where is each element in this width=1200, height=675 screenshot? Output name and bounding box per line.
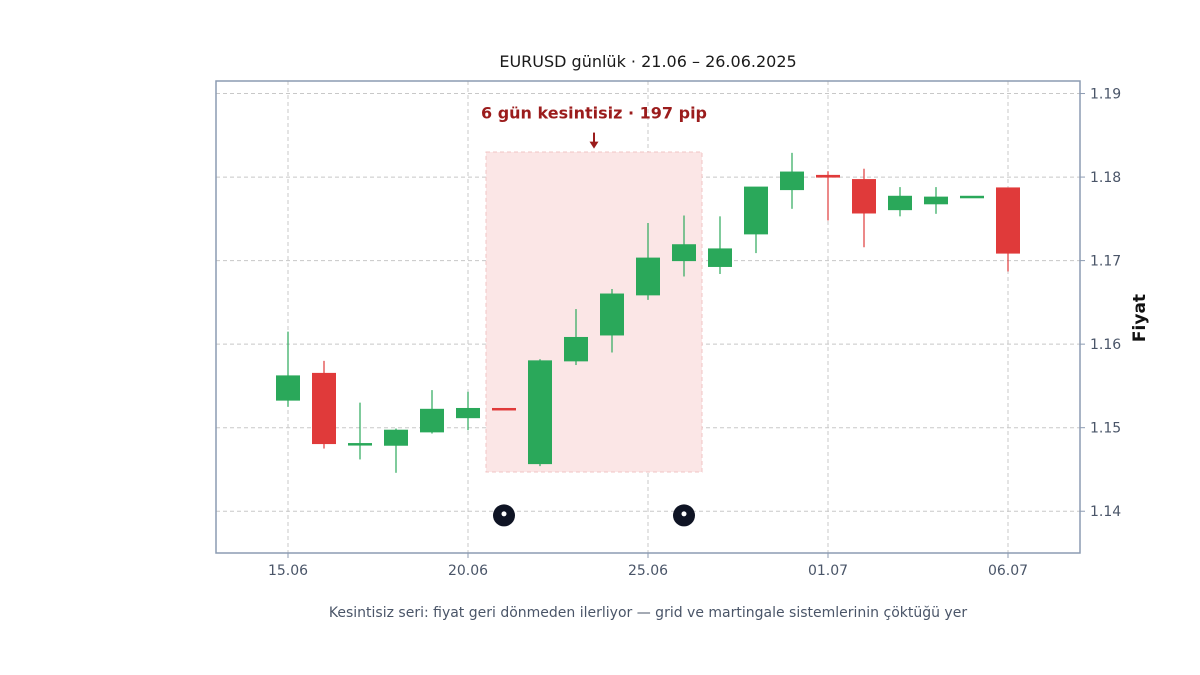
candle-body xyxy=(672,244,696,262)
candle-body xyxy=(312,372,336,445)
y-axis-label: Fiyat xyxy=(1130,294,1150,342)
candle-body xyxy=(420,408,444,433)
x-tick-label: 15.06 xyxy=(268,563,308,579)
annotation-text: 6 gün kesintisiz · 197 pip xyxy=(481,104,707,123)
candle-body xyxy=(744,186,768,235)
streak-highlight-region xyxy=(485,151,703,473)
candle-body xyxy=(888,195,912,211)
candle-body xyxy=(456,407,480,419)
x-tick-label: 06.07 xyxy=(988,563,1028,579)
chart-caption: Kesintisiz seri: fiyat geri dönmeden ile… xyxy=(329,605,967,621)
event-marker-dot xyxy=(681,511,687,517)
candle-body xyxy=(600,293,624,336)
candle-body xyxy=(780,171,804,191)
y-tick-label: 1.19 xyxy=(1090,87,1121,103)
x-tick-label: 01.07 xyxy=(808,563,848,579)
y-tick-label: 1.15 xyxy=(1090,421,1121,437)
candle-body xyxy=(276,375,300,401)
candle-body xyxy=(564,336,588,362)
event-marker-dot xyxy=(501,511,507,517)
candle-body xyxy=(636,257,660,296)
candle-body xyxy=(492,407,516,411)
candle-body xyxy=(924,196,948,205)
candle-body xyxy=(852,179,876,214)
chart-title: EURUSD günlük · 21.06 – 26.06.2025 xyxy=(499,52,796,71)
candle-body xyxy=(708,248,732,267)
candle-body xyxy=(816,174,840,178)
candle-body xyxy=(348,443,372,446)
candle-body xyxy=(384,429,408,446)
annotation-arrow-head xyxy=(589,141,599,149)
y-tick-label: 1.14 xyxy=(1090,504,1121,520)
plot-area: 1.14 1.15 1.16 1.17 1.18 1.19 15.06 20.06 25.06 0… xyxy=(215,80,1121,579)
x-tick-label: 20.06 xyxy=(448,563,488,579)
candle-body xyxy=(960,195,984,199)
y-tick-label: 1.17 xyxy=(1090,254,1121,270)
candle-body xyxy=(528,360,552,465)
y-tick-label: 1.18 xyxy=(1090,170,1121,186)
candle-body xyxy=(996,187,1020,254)
y-tick-label: 1.16 xyxy=(1090,337,1121,353)
x-tick-label: 25.06 xyxy=(628,563,668,579)
